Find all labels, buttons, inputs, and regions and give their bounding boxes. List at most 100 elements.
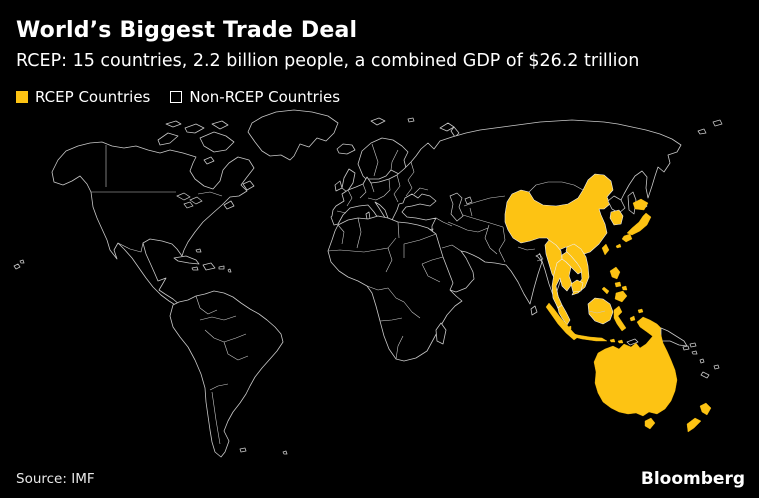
russia-mongolia-border: [528, 181, 584, 193]
europe-border-4: [370, 182, 375, 193]
caribbean: [13, 248, 232, 273]
island-hawaii: [13, 263, 21, 270]
japan-hokkaido: [632, 198, 649, 211]
africa: [327, 215, 463, 362]
africa-border-3: [327, 247, 389, 253]
source-note: Source: IMF: [16, 471, 95, 487]
country-iceland: [336, 143, 356, 155]
sa-border-2: [199, 315, 237, 321]
legend-item-rcep: RCEP Countries: [16, 88, 150, 106]
island-antilles: [227, 268, 232, 273]
island-maluku-2: [637, 308, 644, 314]
island-south-atlantic: [282, 450, 288, 455]
europe-border-3: [359, 183, 367, 199]
philippines-visayas-2: [621, 285, 628, 291]
island-arctic-2: [211, 120, 229, 130]
island-solomon-2: [691, 350, 698, 355]
new-zealand-south-island: [686, 417, 702, 433]
new-zealand-north-island: [699, 402, 712, 416]
mainland-southeast-asia: [544, 239, 590, 330]
legend-label-non-rcep: Non-RCEP Countries: [189, 88, 341, 106]
island-fiji: [713, 364, 720, 370]
island-vanuatu: [699, 358, 705, 364]
africa-border-13: [395, 335, 404, 360]
country-madagascar: [435, 322, 447, 345]
pakistan-india-border: [498, 226, 506, 263]
country-north-korea: [607, 195, 626, 214]
island-new-britain: [689, 342, 697, 348]
sa-border-6: [209, 383, 229, 391]
country-greenland: [247, 109, 339, 161]
legend: RCEP Countries Non-RCEP Countries: [16, 88, 340, 106]
sweden-finland-border: [390, 149, 399, 171]
country-ireland: [334, 180, 343, 192]
us-mexico-border: [117, 242, 144, 253]
island-borneo: [587, 297, 614, 325]
country-cambodia: [570, 279, 584, 293]
island-solomon-1: [682, 345, 690, 351]
st-lawrence-border: [197, 191, 223, 197]
legend-item-non-rcep: Non-RCEP Countries: [170, 88, 340, 106]
caspian-sea: [449, 192, 464, 222]
island-arctic-3: [165, 120, 182, 128]
nepal-border: [517, 246, 536, 251]
island-lombok: [617, 339, 624, 344]
south-america: [169, 290, 288, 458]
island-bahamas: [195, 248, 202, 253]
bloomberg-logo: Bloomberg: [640, 469, 745, 489]
europe-border-2: [346, 189, 353, 207]
island-franz-josef: [407, 117, 415, 123]
island-java: [567, 331, 608, 342]
great-lake: [189, 196, 203, 205]
japan-honshu: [626, 212, 652, 236]
africa-border-11: [379, 317, 403, 322]
island-svalbard: [370, 117, 386, 126]
island-new-siberian: [697, 128, 707, 135]
header: World’s Biggest Trade Deal RCEP: 15 coun…: [16, 18, 639, 71]
great-lake: [183, 201, 194, 209]
ukraine-russia-border: [413, 187, 429, 195]
island-new-caledonia: [700, 371, 710, 379]
africa-border-6: [385, 247, 393, 273]
europe-border-7: [405, 161, 415, 197]
country-vietnam: [565, 243, 590, 296]
europe-border-8: [367, 195, 385, 201]
region-scandinavia: [357, 137, 409, 180]
bangladesh-border: [536, 252, 544, 262]
africa-border-1: [337, 224, 345, 245]
sa-border-1: [195, 295, 218, 315]
africa-border-4: [397, 221, 400, 239]
country-papua-new-guinea: [660, 327, 688, 347]
country-japan: [615, 198, 652, 249]
island-wrangel: [712, 119, 723, 127]
japan-okinawa: [615, 243, 622, 249]
island-southampton: [203, 156, 215, 165]
country-puerto-rico: [218, 265, 225, 270]
country-hispaniola: [202, 262, 216, 271]
island-newfoundland: [242, 180, 255, 191]
island-bali: [609, 338, 616, 343]
country-africa-mainland: [327, 215, 463, 362]
island-maluku-1: [629, 315, 636, 322]
country-north-america-mainland: [51, 141, 255, 311]
borneo-internal-border: [588, 310, 606, 314]
nova-scotia: [223, 200, 235, 210]
africa-border-12: [403, 301, 421, 319]
country-thailand: [551, 258, 573, 309]
russia-kazakh-border: [463, 195, 506, 207]
country-south-korea: [609, 209, 624, 226]
island-sumatra: [545, 302, 579, 341]
country-australia: [593, 329, 678, 417]
north-america: [51, 120, 255, 311]
japan-kyushu: [621, 233, 633, 243]
philippines-palawan: [601, 286, 610, 295]
island-sardinia: [365, 211, 371, 220]
africa-border-7: [403, 233, 437, 258]
iran-north-border: [447, 221, 489, 233]
europe-border-6: [393, 174, 401, 203]
island-baffin: [199, 131, 235, 153]
philippines-luzon: [609, 266, 621, 280]
country-malaysia-peninsula: [557, 304, 571, 326]
